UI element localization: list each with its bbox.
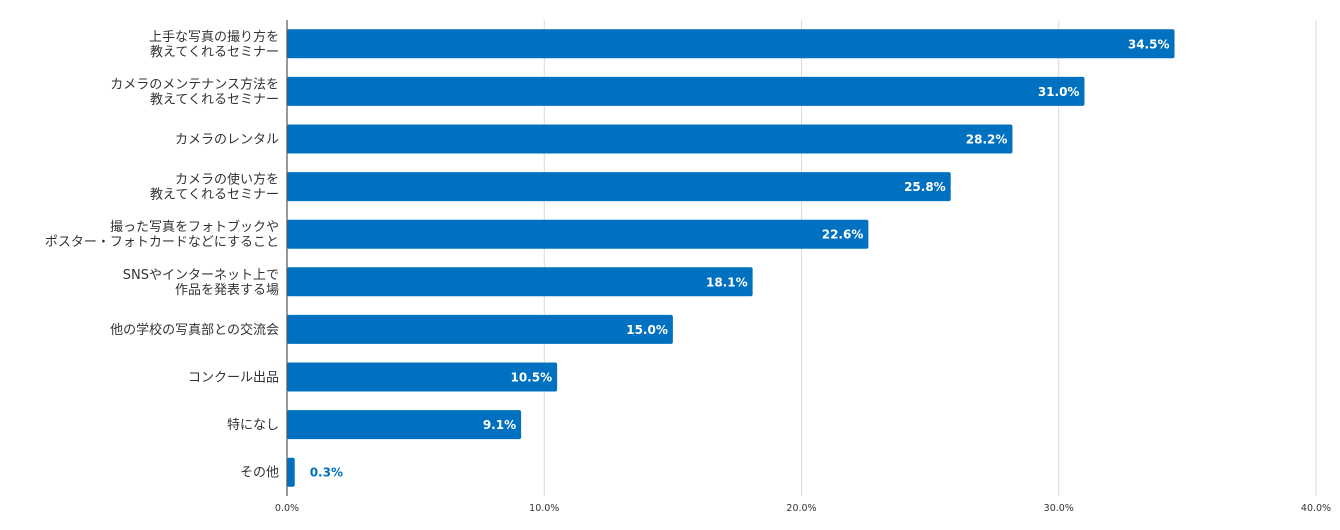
data-label: 9.1% bbox=[483, 418, 516, 432]
category-label: 特になし bbox=[227, 418, 279, 433]
data-label: 22.6% bbox=[822, 228, 864, 242]
data-label: 18.1% bbox=[706, 275, 748, 289]
x-tick-label: 10.0% bbox=[529, 503, 559, 514]
category-label: カメラのレンタル bbox=[175, 133, 279, 148]
bar bbox=[287, 457, 295, 487]
x-tick-label: 0.0% bbox=[275, 503, 299, 514]
data-label: 15.0% bbox=[626, 323, 668, 337]
data-label: 28.2% bbox=[966, 133, 1008, 147]
category-label: 撮った写真をフォトブックやポスター・フォトカードなどにすること bbox=[45, 219, 279, 250]
bar bbox=[287, 219, 869, 249]
bar bbox=[287, 314, 673, 344]
data-label: 0.3% bbox=[310, 466, 343, 480]
x-tick-label: 20.0% bbox=[786, 503, 816, 514]
category-label: カメラの使い方を教えてくれるセミナー bbox=[150, 172, 279, 203]
bar bbox=[287, 172, 951, 202]
bar bbox=[287, 76, 1085, 106]
data-label: 34.5% bbox=[1128, 37, 1170, 51]
x-tick-label: 40.0% bbox=[1301, 503, 1331, 514]
category-label: その他 bbox=[240, 466, 279, 481]
data-label: 31.0% bbox=[1038, 85, 1080, 99]
bars bbox=[287, 29, 1175, 487]
bar bbox=[287, 29, 1175, 59]
bar bbox=[287, 267, 753, 297]
bar bbox=[287, 362, 558, 392]
value-labels: 34.5% 31.0% 28.2% 25.8% 22.6% 18.1% 15.0% 10.5%… bbox=[310, 37, 1170, 479]
x-axis-tick-labels: 0.0% 10.0% 20.0% 30.0% 40.0% bbox=[275, 503, 1331, 514]
data-label: 25.8% bbox=[904, 180, 946, 194]
category-label: 上手な写真の撮り方を教えてくれるセミナー bbox=[149, 29, 279, 60]
category-label: コンクール出品 bbox=[188, 371, 279, 386]
data-label: 10.5% bbox=[510, 371, 552, 385]
bar bbox=[287, 410, 522, 440]
bar bbox=[287, 124, 1013, 154]
x-tick-label: 30.0% bbox=[1044, 503, 1074, 514]
category-label: 他の学校の写真部との交流会 bbox=[110, 322, 279, 338]
category-labels: 上手な写真の撮り方を教えてくれるセミナーカメラのメンテナンス方法を教えてくれるセ… bbox=[45, 29, 279, 481]
category-label: カメラのメンテナンス方法を教えてくれるセミナー bbox=[110, 76, 279, 107]
category-label: SNSやインターネット上で作品を発表する場 bbox=[123, 268, 279, 298]
